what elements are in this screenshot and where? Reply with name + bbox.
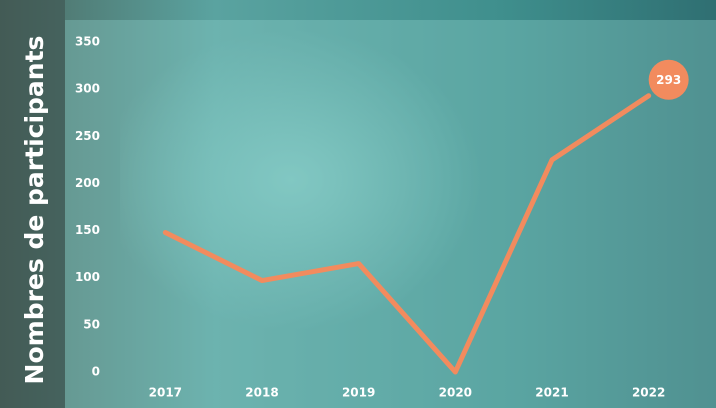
chart: Nombres de participants 0 50 100 150 200 250 3… bbox=[0, 0, 716, 408]
y-tick-label: 350 bbox=[75, 35, 100, 49]
y-tick-label: 200 bbox=[75, 176, 100, 190]
x-tick-label: 2019 bbox=[342, 386, 375, 400]
y-tick-label: 0 bbox=[92, 365, 100, 379]
y-tick-label: 50 bbox=[83, 317, 100, 331]
y-tick-label: 100 bbox=[75, 270, 100, 284]
x-tick-label: 2022 bbox=[632, 386, 665, 400]
y-tick-label: 150 bbox=[75, 223, 100, 237]
x-tick-label: 2021 bbox=[535, 386, 568, 400]
x-tick-label: 2017 bbox=[149, 386, 182, 400]
chart-panel bbox=[65, 20, 716, 408]
x-tick-label: 2020 bbox=[439, 386, 472, 400]
y-axis-label: Nombres de participants bbox=[20, 36, 49, 385]
y-tick-label: 250 bbox=[75, 129, 100, 143]
x-tick-label: 2018 bbox=[245, 386, 278, 400]
y-tick-label: 300 bbox=[75, 82, 100, 96]
data-label: 293 bbox=[656, 73, 681, 87]
